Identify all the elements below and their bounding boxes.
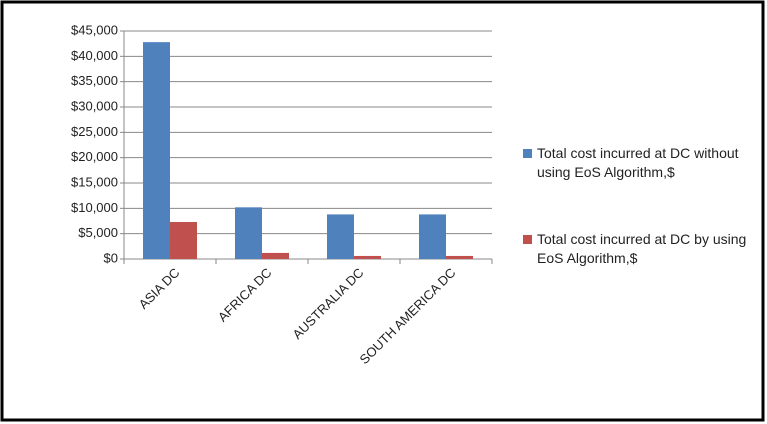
bar (235, 207, 262, 259)
legend-item: Total cost incurred at DC without using … (523, 144, 763, 182)
y-tick-label: $5,000 (78, 225, 118, 240)
bar (143, 42, 170, 259)
bar (327, 214, 354, 259)
y-tick-label: $40,000 (71, 48, 118, 63)
y-tick-label: $25,000 (71, 124, 118, 139)
y-tick-label: $15,000 (71, 174, 118, 189)
bar (354, 255, 381, 259)
x-tick-label: SOUTH AMERICA DC (357, 265, 459, 367)
x-tick-label: AFRICA DC (215, 265, 275, 325)
bar (419, 214, 446, 259)
y-tick-label: $45,000 (71, 22, 118, 37)
bar (446, 255, 473, 259)
legend-swatch (523, 235, 532, 244)
y-tick-label: $0 (104, 250, 118, 265)
y-tick-label: $10,000 (71, 200, 118, 215)
y-tick-label: $30,000 (71, 98, 118, 113)
bar (170, 222, 197, 259)
x-tick-label: ASIA DC (136, 265, 183, 312)
legend-label: Total cost incurred at DC by using EoS A… (537, 231, 747, 266)
x-tick-label: AUSTRALIA DC (290, 265, 367, 342)
y-tick-label: $35,000 (71, 73, 118, 88)
legend-label: Total cost incurred at DC without using … (537, 145, 739, 180)
legend-item: Total cost incurred at DC by using EoS A… (523, 230, 763, 268)
y-tick-label: $20,000 (71, 149, 118, 164)
bar (262, 252, 289, 259)
legend-swatch (523, 149, 532, 158)
